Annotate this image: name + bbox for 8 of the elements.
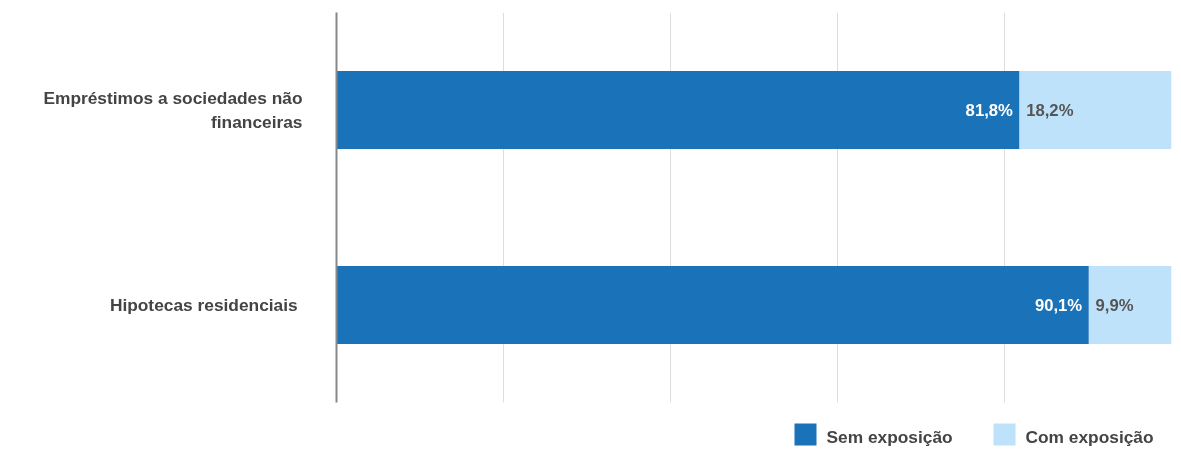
data-label: 90,1% xyxy=(1034,295,1083,315)
legend-label: Sem exposição xyxy=(826,426,953,447)
data-label: 9,9% xyxy=(1095,295,1134,315)
y-tick-label: Empréstimos a sociedades não financeiras xyxy=(43,88,303,132)
data-label: 81,8% xyxy=(965,100,1014,120)
legend-label: Com exposição xyxy=(1025,426,1154,447)
y-tick-label: Hipotecas residenciais xyxy=(109,295,298,315)
data-label: 18,2% xyxy=(1026,100,1074,120)
